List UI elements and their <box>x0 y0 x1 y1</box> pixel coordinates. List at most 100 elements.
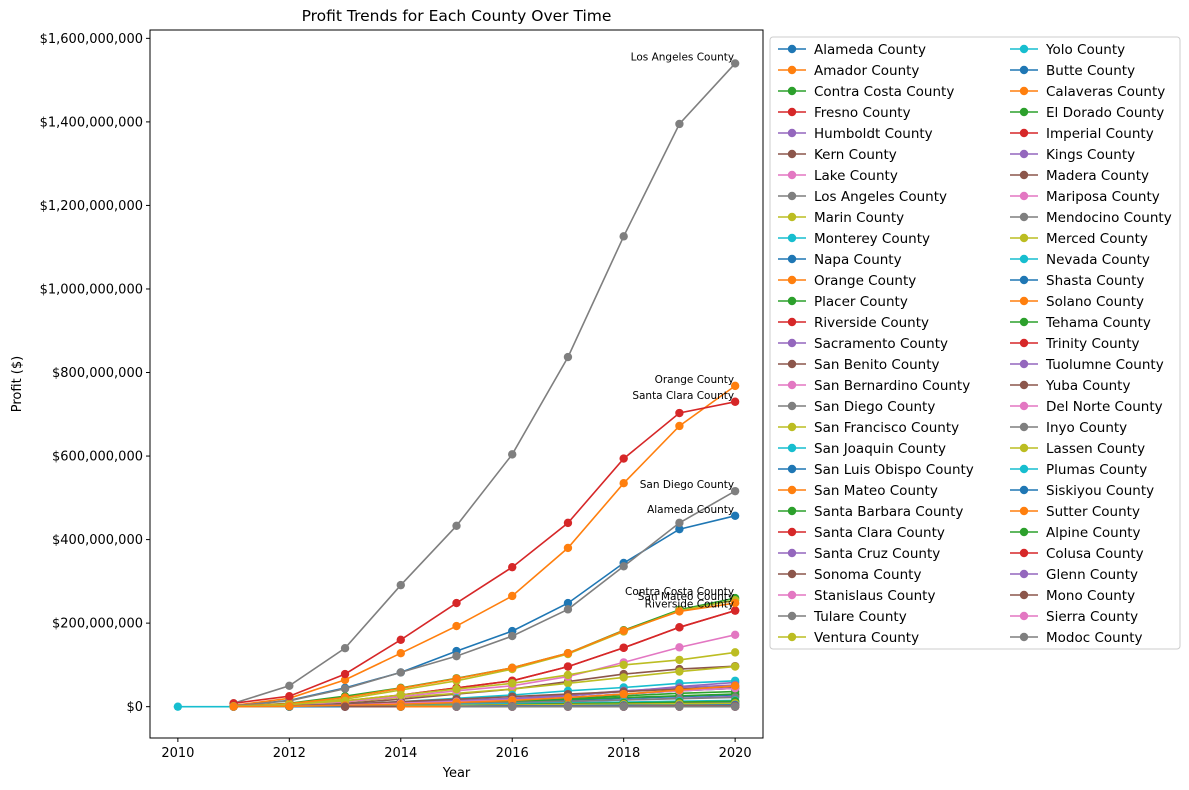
legend-swatch-marker <box>1019 296 1029 306</box>
legend-swatch-marker <box>1019 527 1029 537</box>
legend-label: Mariposa County <box>1046 189 1160 205</box>
y-tick-label: $200,000,000 <box>52 617 143 632</box>
legend-label: Kern County <box>814 147 897 163</box>
legend-label: Plumas County <box>1046 462 1147 478</box>
annotation-layer: Los Angeles County Orange County Santa Cla… <box>625 51 734 610</box>
legend-swatch-marker <box>787 527 797 537</box>
legend-item: Mariposa County <box>1010 189 1160 205</box>
legend-label: Humboldt County <box>814 126 933 142</box>
data-point <box>675 623 684 632</box>
legend-item: Nevada County <box>1010 252 1150 268</box>
legend-label: Placer County <box>814 294 908 310</box>
legend-label: Alpine County <box>1046 525 1141 541</box>
data-point <box>340 669 350 679</box>
legend-item: Santa Barbara County <box>778 504 963 520</box>
legend-swatch-marker <box>1019 275 1029 285</box>
data-point <box>229 702 238 711</box>
legend-label: El Dorado County <box>1046 105 1164 121</box>
legend-swatch-marker <box>1019 65 1029 75</box>
data-point <box>675 421 684 431</box>
x-tick-label: 2010 <box>161 746 194 761</box>
annotation-label: San Diego County <box>640 479 734 491</box>
legend-item: Lake County <box>778 168 898 184</box>
series-riverside-county <box>229 606 740 711</box>
legend-swatch-marker <box>1019 317 1029 327</box>
legend-item: El Dorado County <box>1010 105 1164 121</box>
data-point <box>563 598 573 608</box>
data-point <box>730 486 740 496</box>
legend-label: Yolo County <box>1045 42 1125 58</box>
data-point <box>619 479 628 488</box>
data-point <box>285 702 294 711</box>
legend-label: San Benito County <box>814 357 940 373</box>
data-point <box>508 562 517 572</box>
legend-item: Fresno County <box>778 105 911 121</box>
legend-swatch-marker <box>1019 212 1029 222</box>
y-tick-label: $1,400,000,000 <box>40 115 143 130</box>
legend-swatch-marker <box>1019 401 1029 411</box>
data-point <box>508 631 517 641</box>
legend-label: Tehama County <box>1045 315 1151 331</box>
x-tick-label: 2014 <box>384 746 417 761</box>
data-point <box>675 667 684 676</box>
series-line <box>233 401 736 705</box>
legend-label: San Joaquin County <box>814 441 946 457</box>
series-line <box>233 685 736 708</box>
data-point <box>340 643 350 653</box>
legend-item: Stanislaus County <box>778 588 935 604</box>
series-modoc-county <box>452 702 740 711</box>
legend-swatch-marker <box>1019 107 1029 117</box>
legend-item: San Mateo County <box>778 483 938 499</box>
data-point <box>675 685 684 695</box>
data-point <box>563 662 573 671</box>
legend-swatch-marker <box>787 380 797 390</box>
annotation-label: Los Angeles County <box>631 51 734 63</box>
data-point <box>508 679 517 688</box>
legend-label: Stanislaus County <box>814 588 935 604</box>
data-point <box>619 626 628 635</box>
legend-swatch-marker <box>787 611 797 621</box>
data-point <box>340 675 350 685</box>
legend-label: Santa Barbara County <box>814 504 963 520</box>
annotation-label: Riverside County <box>645 599 734 611</box>
legend-label: Imperial County <box>1046 126 1154 142</box>
data-point <box>563 649 573 658</box>
legend-swatch-marker <box>1019 44 1029 54</box>
legend-label: Orange County <box>814 273 916 289</box>
legend-item: Orange County <box>778 273 916 289</box>
data-point <box>396 649 405 658</box>
plot-area: Los Angeles County Orange County Santa Cla… <box>149 29 764 739</box>
data-point <box>563 702 573 711</box>
legend-label: Lake County <box>814 168 898 184</box>
data-point <box>675 607 684 616</box>
legend-swatch-marker <box>1019 443 1029 453</box>
legend-swatch-marker <box>787 233 797 243</box>
data-point <box>396 580 405 590</box>
legend-item: Los Angeles County <box>778 189 947 205</box>
series-line <box>233 385 736 707</box>
legend-item: Ventura County <box>778 630 919 646</box>
data-point <box>730 681 740 690</box>
data-point <box>675 643 684 652</box>
plot-frame <box>149 29 764 739</box>
legend-swatch-marker <box>787 590 797 600</box>
data-point <box>730 381 740 391</box>
data-point <box>563 670 573 680</box>
legend-label: Kings County <box>1046 147 1135 163</box>
data-point <box>508 591 517 601</box>
series-layer <box>173 59 740 711</box>
legend-swatch-marker <box>787 632 797 642</box>
data-point <box>730 397 740 406</box>
y-tick-label: $800,000,000 <box>52 366 143 381</box>
legend-label: Tulare County <box>813 609 907 625</box>
legend-swatch-marker <box>787 359 797 369</box>
data-point <box>675 524 684 534</box>
legend-item: Solano County <box>1010 294 1144 310</box>
legend-item: Glenn County <box>1010 567 1138 583</box>
x-tick-label: 2016 <box>496 746 529 761</box>
data-point <box>396 684 405 693</box>
legend-label: Lassen County <box>1046 441 1145 457</box>
data-point <box>452 521 461 531</box>
legend-item: Mendocino County <box>1010 210 1172 226</box>
